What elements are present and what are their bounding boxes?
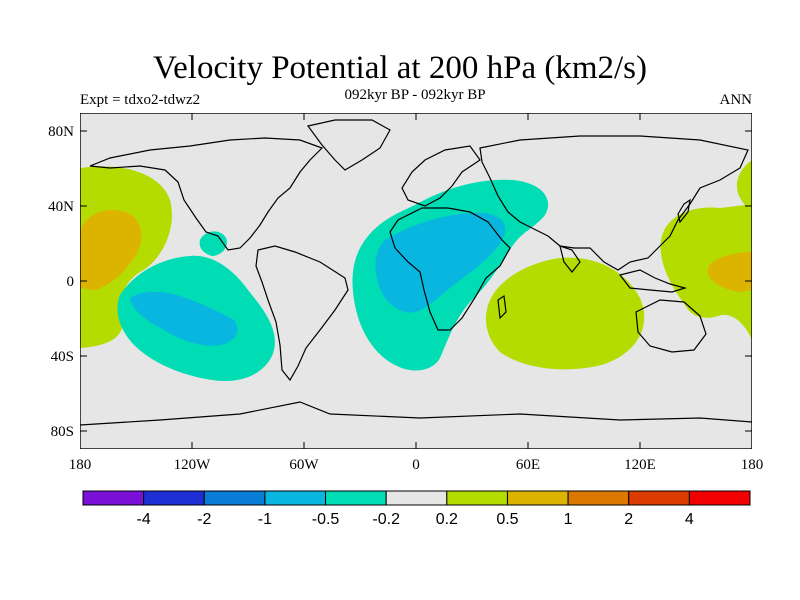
lon-label-180-west: 180 [69, 457, 92, 473]
colorbar-label: 0.2 [436, 511, 458, 528]
lat-label-80n: 80N [48, 124, 74, 140]
coastline-australia [635, 299, 707, 353]
colorbar: -4 -2 -1 -0.5 -0.2 0.2 0.5 1 2 4 [82, 490, 751, 528]
colorbar-swatch [628, 490, 690, 506]
coastline-south-america [255, 245, 349, 382]
colorbar-swatch [567, 490, 630, 506]
lat-label-80s: 80S [51, 424, 74, 440]
lon-label-120w: 120W [174, 457, 212, 473]
colorbar-label: -1 [258, 511, 272, 528]
lon-label-180-east: 180 [741, 457, 764, 473]
coastline-japan [677, 198, 691, 224]
coastline-africa [389, 207, 511, 331]
experiment-label: Expt = tdxo2-tdwz2 [80, 92, 201, 108]
period-label: 092kyr BP - 092kyr BP [344, 87, 486, 103]
lon-label-120e: 120E [624, 457, 656, 473]
coastlines [80, 119, 752, 426]
positive-core-west-pacific [707, 252, 752, 292]
colorbar-label: 2 [624, 511, 633, 528]
colorbar-swatch [203, 490, 266, 506]
map-title: Velocity Potential at 200 hPa (km2/s) [152, 50, 648, 86]
colorbar-swatch [82, 490, 145, 506]
negative-core-south-pacific [130, 291, 238, 346]
coastline-europe [401, 145, 481, 207]
lon-label-60e: 60E [516, 457, 540, 473]
colorbar-swatch [688, 490, 751, 506]
colorbar-swatch [143, 490, 205, 506]
negative-region-central-america [199, 231, 227, 256]
colorbar-label: 0.5 [496, 511, 518, 528]
colorbar-swatch [446, 490, 508, 506]
colorbar-label: -2 [197, 511, 211, 528]
colorbar-swatch [264, 490, 327, 506]
coastline-maritime-continent [618, 269, 688, 293]
map-plot [80, 113, 752, 449]
axis-ticks [80, 113, 752, 449]
colorbar-label: 1 [564, 511, 573, 528]
colorbar-swatch [506, 490, 569, 506]
coastline-greenland [306, 119, 391, 171]
colorbar-swatch [325, 490, 387, 506]
lon-label-0: 0 [412, 457, 420, 473]
coastline-north-america [89, 137, 324, 251]
colorbar-label: -0.5 [312, 511, 340, 528]
colorbar-label: -4 [137, 511, 151, 528]
coastline-asia [479, 135, 749, 271]
colorbar-swatch [385, 490, 448, 506]
positive-region-west-pacific [660, 160, 752, 340]
season-label: ANN [719, 92, 753, 108]
coastline-antarctica [80, 401, 752, 426]
coastline-madagascar [497, 294, 507, 320]
lat-label-40n: 40N [48, 199, 74, 215]
colorbar-label: 4 [685, 511, 694, 528]
positive-core-east-pacific [80, 209, 142, 290]
coastline-india [559, 245, 581, 273]
lat-label-40s: 40S [51, 349, 74, 365]
positive-region-indian-ocean [485, 257, 645, 370]
lat-label-equator: 0 [67, 274, 75, 290]
negative-core-africa [375, 212, 506, 313]
colorbar-label: -0.2 [372, 511, 400, 528]
lon-label-60w: 60W [289, 457, 319, 473]
